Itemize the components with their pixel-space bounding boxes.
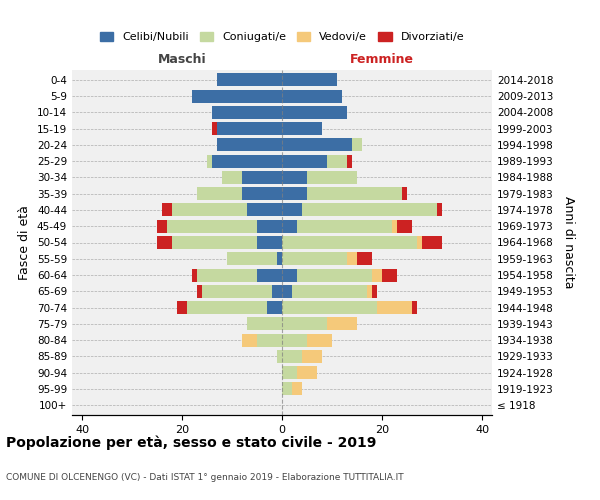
Bar — [197, 268, 257, 281]
Bar — [307, 187, 402, 200]
Bar — [172, 236, 257, 249]
Bar — [282, 138, 352, 151]
Bar — [197, 285, 202, 298]
Text: Popolazione per età, sesso e stato civile - 2019: Popolazione per età, sesso e stato civil… — [6, 435, 376, 450]
Bar — [437, 204, 442, 216]
Bar — [352, 138, 362, 151]
Bar — [392, 220, 397, 232]
Bar — [347, 154, 352, 168]
Bar — [282, 350, 302, 363]
Bar — [167, 220, 257, 232]
Bar — [277, 252, 282, 266]
Bar — [282, 268, 297, 281]
Bar — [192, 268, 197, 281]
Bar — [272, 285, 282, 298]
Bar — [187, 301, 267, 314]
Bar — [307, 171, 357, 184]
Bar — [327, 318, 357, 330]
Bar — [372, 285, 377, 298]
Bar — [292, 285, 367, 298]
Bar — [242, 187, 282, 200]
Bar — [212, 122, 217, 135]
Bar — [247, 318, 282, 330]
Bar — [222, 171, 242, 184]
Y-axis label: Anni di nascita: Anni di nascita — [562, 196, 575, 289]
Bar — [402, 187, 407, 200]
Bar — [282, 334, 307, 346]
Bar — [217, 74, 282, 86]
Bar — [242, 171, 282, 184]
Bar — [192, 90, 282, 102]
Bar — [382, 268, 397, 281]
Bar — [162, 204, 172, 216]
Bar — [257, 334, 282, 346]
Bar — [302, 204, 437, 216]
Bar — [297, 268, 372, 281]
Bar — [257, 268, 282, 281]
Bar — [282, 366, 297, 379]
Bar — [292, 382, 302, 396]
Bar — [282, 285, 292, 298]
Bar — [157, 236, 172, 249]
Bar — [212, 106, 282, 119]
Legend: Celibi/Nubili, Coniugati/e, Vedovi/e, Divorziati/e: Celibi/Nubili, Coniugati/e, Vedovi/e, Di… — [95, 28, 469, 46]
Bar — [412, 301, 417, 314]
Bar — [217, 138, 282, 151]
Bar — [347, 252, 357, 266]
Bar — [207, 154, 212, 168]
Bar — [257, 236, 282, 249]
Text: Femmine: Femmine — [350, 53, 414, 66]
Bar — [267, 301, 282, 314]
Bar — [297, 366, 317, 379]
Y-axis label: Fasce di età: Fasce di età — [19, 205, 31, 280]
Bar — [282, 204, 302, 216]
Bar — [282, 187, 307, 200]
Bar — [377, 301, 412, 314]
Bar — [282, 122, 322, 135]
Bar — [307, 334, 332, 346]
Bar — [177, 301, 187, 314]
Bar — [202, 285, 272, 298]
Bar — [282, 382, 292, 396]
Bar — [217, 122, 282, 135]
Bar — [327, 154, 347, 168]
Bar — [247, 204, 282, 216]
Bar — [282, 106, 347, 119]
Bar — [257, 220, 282, 232]
Bar — [282, 220, 297, 232]
Bar — [417, 236, 422, 249]
Bar — [357, 252, 372, 266]
Bar — [282, 74, 337, 86]
Text: Maschi: Maschi — [158, 53, 206, 66]
Bar — [372, 268, 382, 281]
Bar — [157, 220, 167, 232]
Bar — [282, 236, 417, 249]
Bar — [277, 350, 282, 363]
Bar — [282, 154, 327, 168]
Bar — [297, 220, 392, 232]
Bar — [227, 252, 277, 266]
Bar — [282, 171, 307, 184]
Bar — [422, 236, 442, 249]
Bar — [282, 301, 377, 314]
Bar — [282, 252, 347, 266]
Bar — [242, 334, 257, 346]
Bar — [197, 187, 242, 200]
Bar — [282, 90, 342, 102]
Bar — [212, 154, 282, 168]
Bar — [302, 350, 322, 363]
Bar — [367, 285, 372, 298]
Bar — [282, 318, 327, 330]
Bar — [172, 204, 247, 216]
Bar — [397, 220, 412, 232]
Text: COMUNE DI OLCENENGO (VC) - Dati ISTAT 1° gennaio 2019 - Elaborazione TUTTITALIA.: COMUNE DI OLCENENGO (VC) - Dati ISTAT 1°… — [6, 472, 404, 482]
